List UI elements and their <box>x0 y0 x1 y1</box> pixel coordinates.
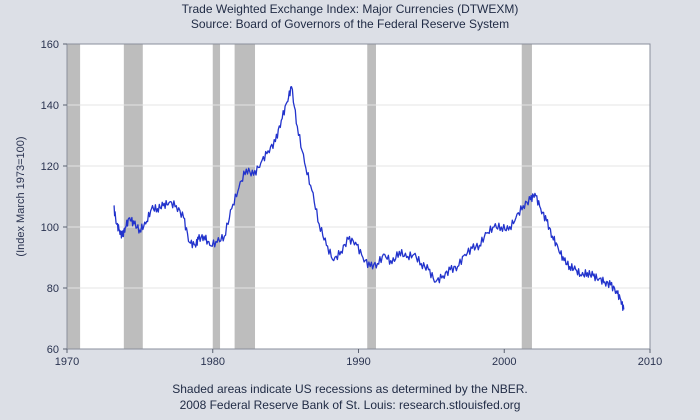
y-tick-label: 100 <box>41 222 59 234</box>
plot-area <box>67 44 650 349</box>
recession-band <box>212 44 221 349</box>
y-axis-label: (Index March 1973=100) <box>15 136 27 256</box>
chart-title: Trade Weighted Exchange Index: Major Cur… <box>181 2 519 16</box>
x-tick-label: 1970 <box>55 356 79 368</box>
footnote-source: 2008 Federal Reserve Bank of St. Louis: … <box>179 398 521 412</box>
recession-bands <box>67 44 532 349</box>
x-tick-label: 1980 <box>201 356 225 368</box>
recession-band <box>367 44 376 349</box>
grid-lines <box>67 104 650 289</box>
recession-band <box>123 44 143 349</box>
y-tick-label: 140 <box>41 100 59 112</box>
recession-band <box>521 44 532 349</box>
x-tick-label: 2010 <box>638 356 662 368</box>
y-tick-label: 80 <box>47 283 59 295</box>
chart-subtitle: Source: Board of Governors of the Federa… <box>190 17 510 31</box>
y-tick-label: 120 <box>41 161 59 173</box>
recession-band <box>67 44 81 349</box>
y-tick-label: 60 <box>47 344 59 356</box>
footnote-recessions: Shaded areas indicate US recessions as d… <box>172 382 528 396</box>
y-tick-label: 160 <box>41 39 59 51</box>
axes: 1970 1980 1990 2000 2010 60 80 100 120 140 160 <box>41 39 663 368</box>
series-layer <box>113 86 625 311</box>
x-tick-label: 1990 <box>346 356 370 368</box>
series-line <box>113 86 625 311</box>
recession-band <box>234 44 256 349</box>
x-tick-label: 2000 <box>492 356 516 368</box>
